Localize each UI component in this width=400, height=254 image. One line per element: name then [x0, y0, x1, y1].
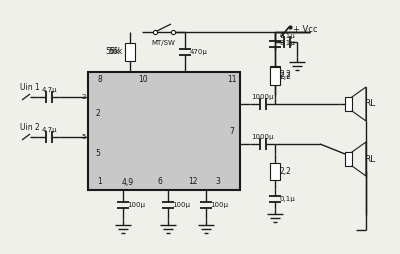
Text: 3: 3: [216, 178, 220, 186]
Text: 0,1µ: 0,1µ: [279, 33, 295, 39]
Text: 11: 11: [227, 75, 237, 85]
Text: 0,1µ: 0,1µ: [279, 196, 295, 202]
Text: 8: 8: [98, 75, 102, 85]
Bar: [270, 67, 280, 85]
Text: 0,1µ: 0,1µ: [279, 40, 295, 46]
Text: 12: 12: [188, 178, 198, 186]
Text: 56k: 56k: [106, 47, 120, 56]
Bar: [270, 163, 280, 180]
Text: Uin 2: Uin 2: [20, 122, 40, 132]
Text: + Vcc: + Vcc: [293, 24, 318, 34]
Text: 1: 1: [98, 178, 102, 186]
Text: 100µ: 100µ: [172, 202, 190, 208]
Text: 2,2: 2,2: [280, 71, 292, 81]
Text: 2: 2: [82, 94, 86, 100]
Text: 100µ: 100µ: [210, 202, 228, 208]
Text: 6: 6: [158, 178, 162, 186]
Text: 4,7µ: 4,7µ: [41, 127, 57, 133]
Bar: [270, 66, 280, 84]
Bar: [345, 152, 352, 166]
Text: Uin 1: Uin 1: [20, 83, 40, 91]
Text: 2: 2: [96, 109, 100, 119]
Text: 4,9: 4,9: [122, 178, 134, 186]
Text: 7: 7: [230, 128, 234, 136]
Text: 56k: 56k: [108, 47, 122, 56]
Bar: [345, 97, 352, 111]
Bar: [88, 72, 240, 190]
Text: 10: 10: [138, 75, 148, 85]
Text: 100µ: 100µ: [127, 202, 145, 208]
Text: 1000µ: 1000µ: [251, 94, 274, 100]
Text: 2,2: 2,2: [280, 71, 292, 80]
Text: 5: 5: [82, 134, 86, 140]
Text: 1000µ: 1000µ: [251, 134, 274, 140]
Text: RL: RL: [364, 100, 376, 108]
Text: 2,2: 2,2: [280, 167, 292, 176]
Bar: [125, 43, 135, 61]
Text: 5: 5: [96, 150, 100, 158]
Text: RL: RL: [364, 154, 376, 164]
Text: MT/SW: MT/SW: [151, 40, 175, 46]
Text: 470µ: 470µ: [190, 49, 208, 55]
Text: 4,7µ: 4,7µ: [41, 87, 57, 93]
